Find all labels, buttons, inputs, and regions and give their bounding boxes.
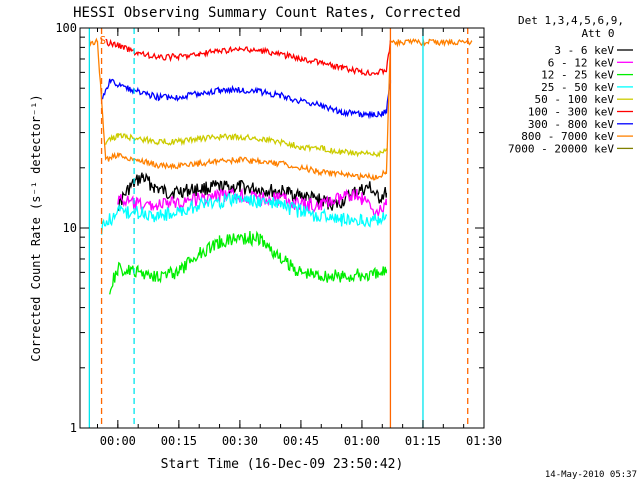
x-axis-label: Start Time (16-Dec-09 23:50:42) (161, 457, 404, 472)
legend-header-line-1: Det 1,3,4,5,6,9, (518, 14, 624, 27)
series-line-25-50-keV (100, 192, 388, 235)
legend-header-line-2: Att 0 (581, 27, 614, 40)
series-line-3-6-keV (117, 172, 388, 212)
legend-label: 25 - 50 keV (541, 81, 614, 94)
legend-label: 300 - 800 keV (528, 118, 614, 131)
legend-label: 12 - 25 keV (541, 69, 614, 82)
legend-label: 100 - 300 keV (528, 106, 614, 119)
series-line-100-300-keV (105, 38, 392, 76)
marker-layer: S (88, 28, 469, 428)
series-line-12-25-keV (109, 230, 388, 295)
legend-label: 6 - 12 keV (548, 56, 615, 69)
x-tick-label: 00:15 (161, 434, 197, 448)
y-tick-label: 1 (70, 421, 77, 435)
x-tick-label: 01:00 (344, 434, 380, 448)
series-line-50-100-keV (104, 132, 388, 158)
x-tick-label: 00:45 (283, 434, 319, 448)
x-tick-label: 01:15 (405, 434, 441, 448)
footer-timestamp: 14-May-2010 05:37 (545, 470, 637, 480)
legend-label: 800 - 7000 keV (521, 130, 614, 143)
legend-label: 50 - 100 keV (535, 93, 615, 106)
series-line-6-12-keV (117, 187, 388, 218)
series-line-800-7000-keV (88, 37, 473, 181)
annotation-1: S (99, 34, 106, 47)
y-axis: 1 10 100 (55, 21, 484, 435)
x-tick-label: 00:00 (100, 434, 136, 448)
legend-label: 7000 - 20000 keV (508, 142, 614, 155)
chart-title: HESSI Observing Summary Count Rates, Cor… (73, 5, 461, 21)
series-line-300-800-keV (101, 78, 392, 120)
y-tick-label: 10 (63, 221, 77, 235)
series-layer (88, 37, 473, 295)
y-tick-label: 100 (55, 21, 77, 35)
y-axis-label: Corrected Count Rate (s⁻¹ detector⁻¹) (29, 94, 43, 361)
x-axis: 00:00 00:15 00:30 00:45 01:00 01:15 01:30 (96, 28, 502, 448)
legend-label: 3 - 6 keV (554, 44, 614, 57)
x-tick-label: 01:30 (466, 434, 502, 448)
x-tick-label: 00:30 (222, 434, 258, 448)
